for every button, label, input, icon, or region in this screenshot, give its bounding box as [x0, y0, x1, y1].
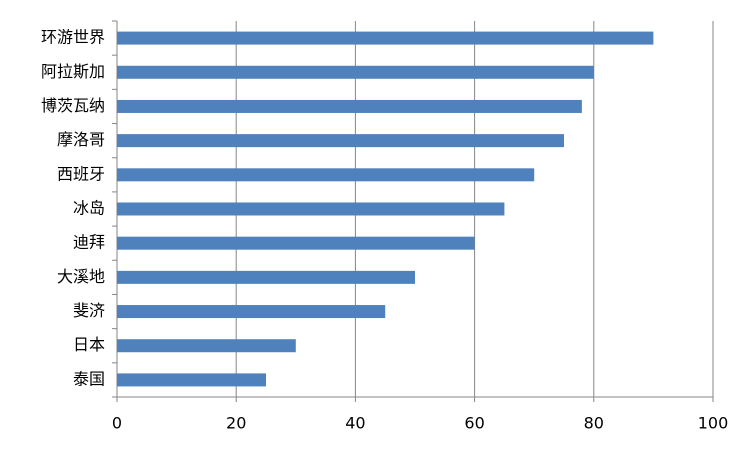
bar — [117, 373, 266, 387]
y-tick-label: 泰国 — [73, 369, 105, 388]
bar — [117, 134, 564, 148]
x-tick-label: 100 — [698, 414, 729, 433]
y-tick-label: 博茨瓦纳 — [41, 96, 105, 115]
bar — [117, 65, 594, 79]
y-tick-label: 冰岛 — [73, 199, 105, 218]
bar — [117, 202, 505, 216]
y-tick-label: 阿拉斯加 — [41, 62, 105, 81]
y-tick-label: 迪拜 — [73, 233, 105, 252]
bar — [117, 270, 415, 284]
bar — [117, 99, 582, 113]
y-tick-label: 日本 — [73, 335, 105, 354]
x-tick-label: 0 — [112, 414, 122, 433]
y-tick-label: 西班牙 — [57, 164, 105, 183]
bar — [117, 236, 475, 250]
x-tick-label: 60 — [464, 414, 484, 433]
y-tick-label: 环游世界 — [41, 28, 105, 47]
bar — [117, 339, 296, 353]
x-tick-label: 40 — [345, 414, 365, 433]
x-tick-label: 20 — [226, 414, 246, 433]
bar — [117, 305, 386, 319]
bar — [117, 31, 654, 45]
y-tick-label: 摩洛哥 — [57, 130, 105, 149]
y-tick-label: 大溪地 — [57, 267, 105, 286]
bar — [117, 168, 535, 182]
x-tick-label: 80 — [584, 414, 604, 433]
y-tick-label: 斐济 — [73, 301, 105, 320]
